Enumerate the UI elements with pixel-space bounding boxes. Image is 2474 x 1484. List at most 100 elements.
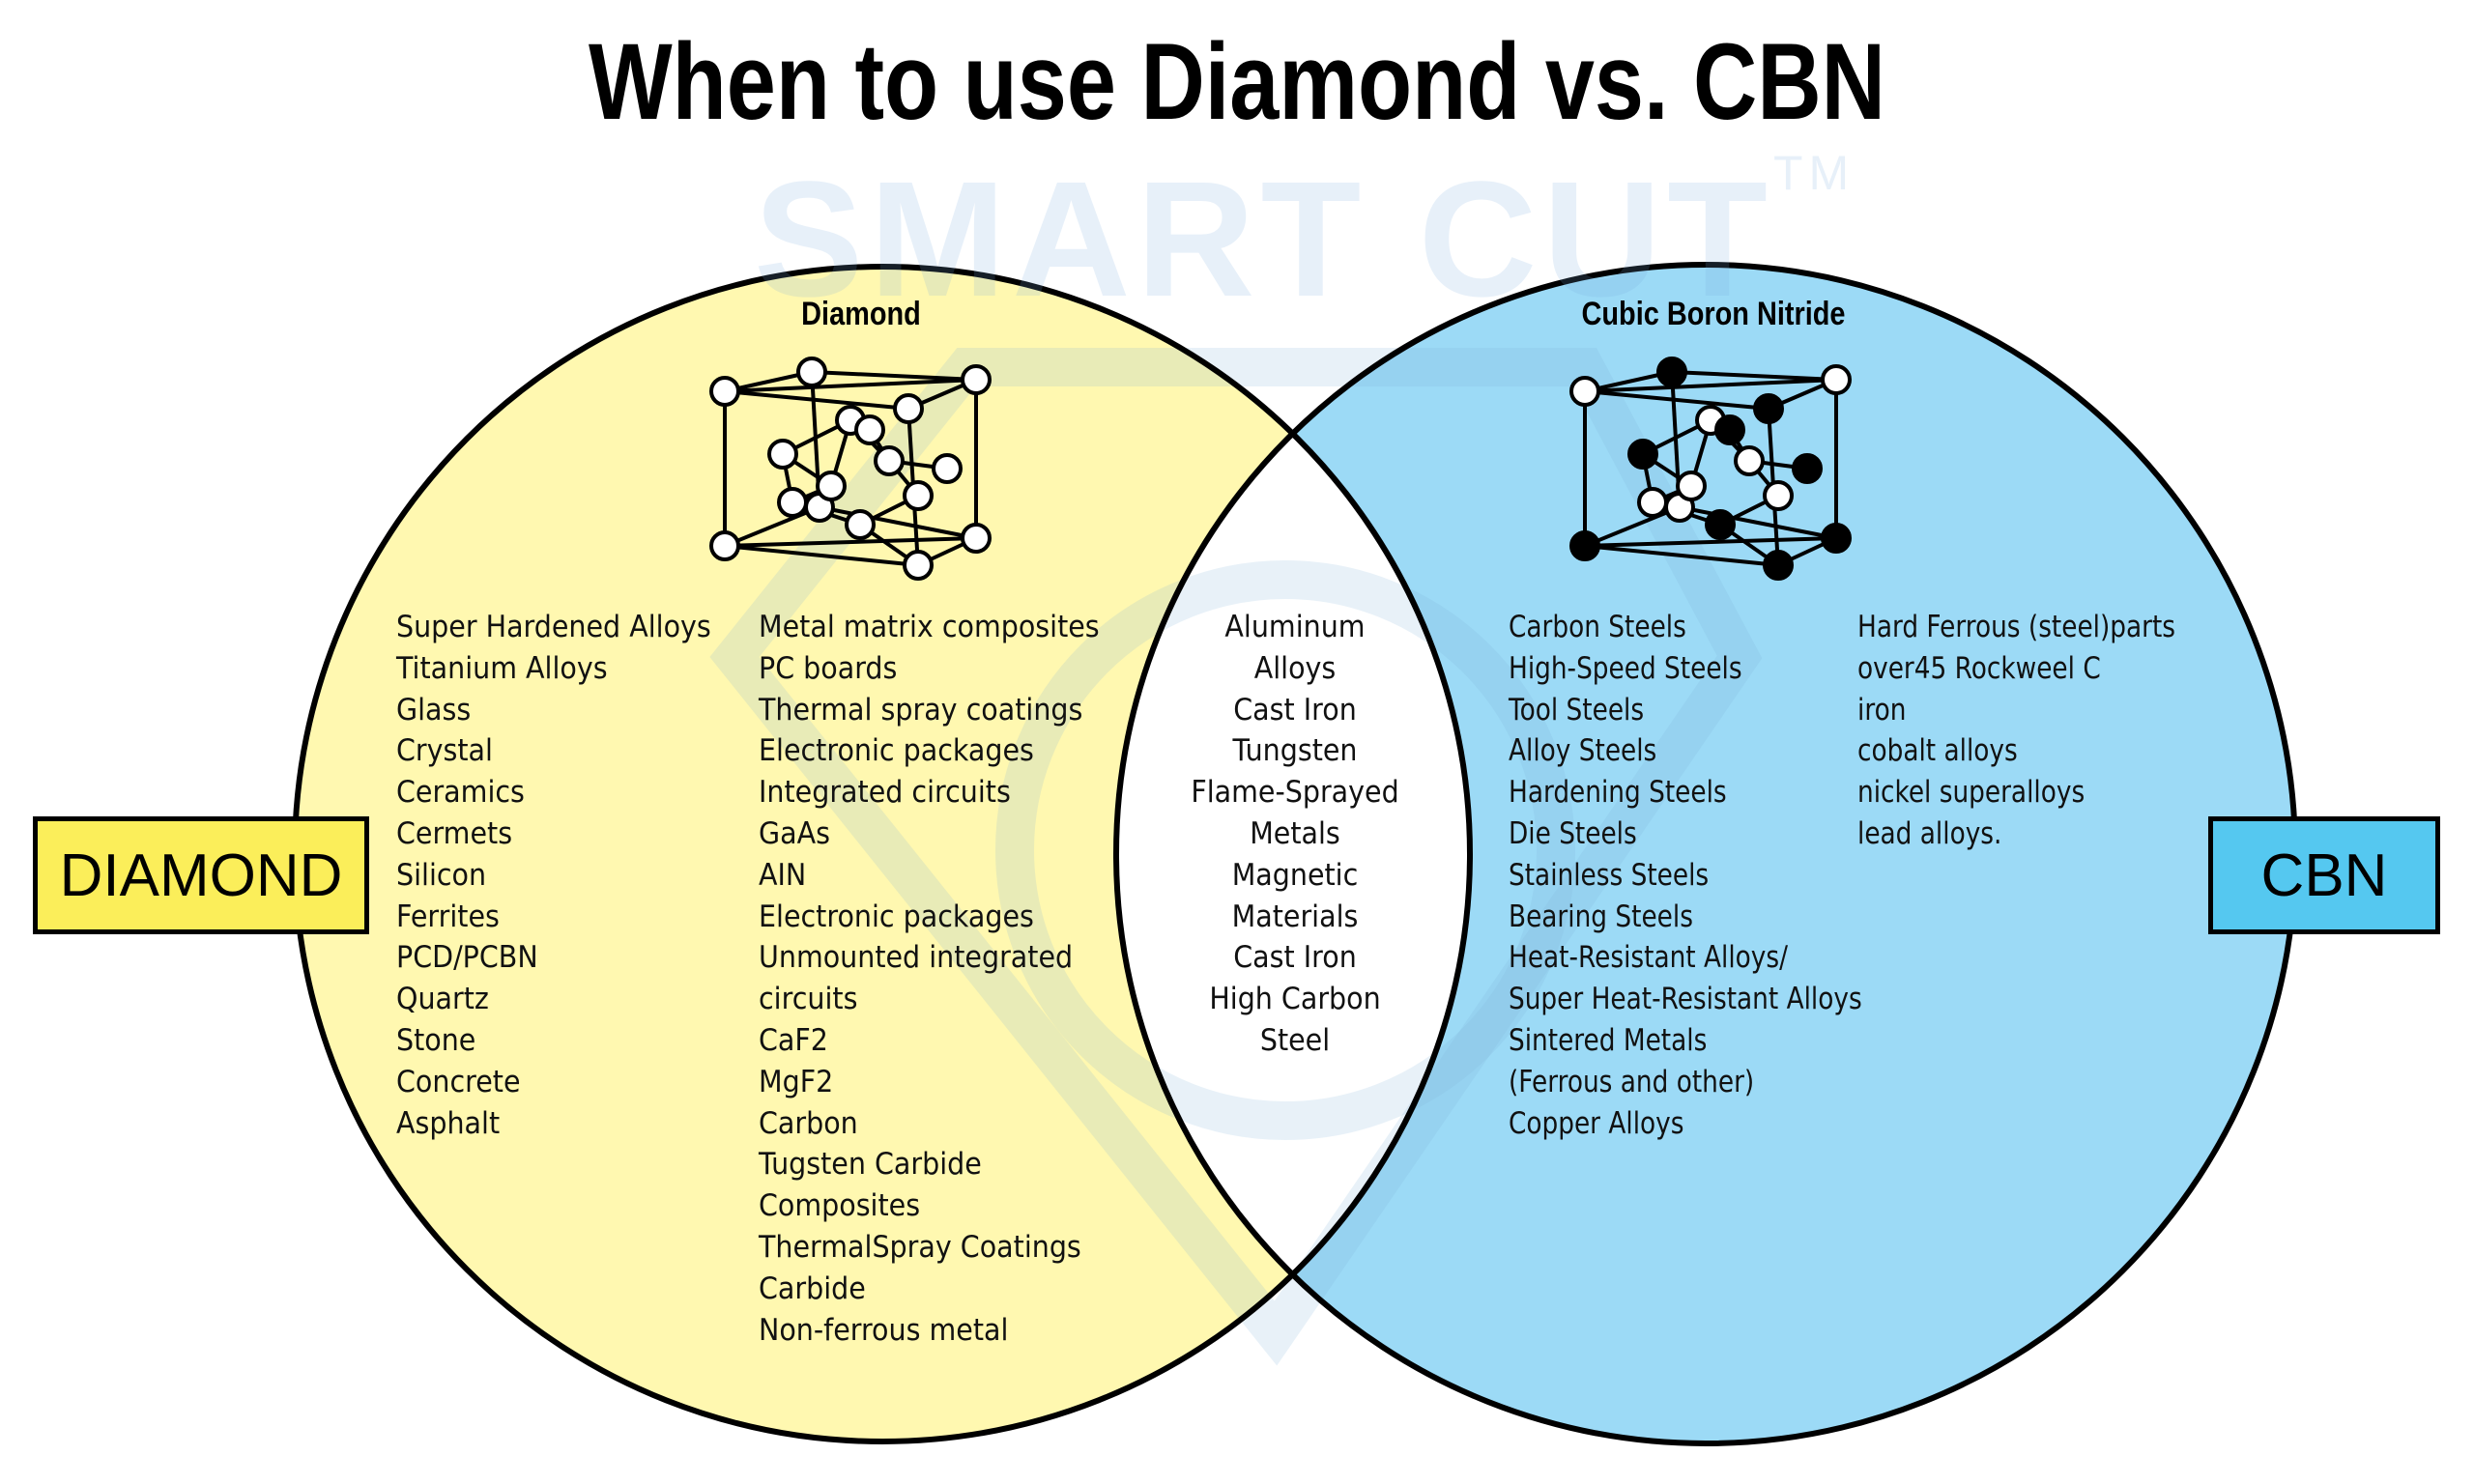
list-item: Alloy Steels: [1509, 733, 1657, 769]
list-item: iron: [1857, 692, 1907, 728]
diamond-circle: [295, 267, 1470, 1441]
list-item: Tugsten Carbide: [759, 1147, 982, 1183]
list-item: Bearing Steels: [1509, 899, 1693, 934]
watermark: SMART CUTTM: [754, 146, 1856, 331]
atom-icon: [874, 445, 905, 476]
list-item: Stone: [396, 1022, 476, 1058]
list-item: lead alloys.: [1857, 815, 2002, 851]
atom-icon: [893, 393, 924, 424]
list-item: GaAs: [759, 815, 830, 851]
cbn-circle: [1116, 265, 2295, 1443]
list-item: Unmounted integrated: [759, 940, 1074, 976]
atom-icon: [709, 376, 740, 407]
list-item: ThermalSpray Coatings: [759, 1229, 1081, 1265]
list-item: Metal matrix composites: [759, 610, 1100, 644]
list-item: MgF2: [759, 1064, 834, 1099]
list-item: Magnetic: [1231, 857, 1359, 893]
atom-icon: [1753, 393, 1784, 424]
list-item: Concrete: [396, 1064, 521, 1099]
list-item: Heat-Resistant Alloys/: [1509, 940, 1789, 976]
list-item: Super Hardened Alloys: [396, 610, 711, 644]
atom-icon: [1821, 364, 1852, 395]
list-item: Non-ferrous metal: [759, 1312, 1009, 1348]
diamond-heading: Diamond: [801, 296, 921, 332]
list-item: Alloys: [1253, 650, 1337, 686]
atom-icon: [903, 480, 934, 511]
list-item: Quartz: [396, 982, 489, 1017]
watermark-logo-shape: [709, 348, 1763, 1366]
list-item: PCD/PCBN: [396, 940, 538, 976]
list-item: over45 Rockweel C: [1857, 650, 2101, 686]
atom-icon: [845, 509, 876, 540]
atom-icon: [1763, 480, 1794, 511]
atom-icon: [816, 471, 847, 501]
atom-icon: [1763, 550, 1794, 581]
list-item: Hardening Steels: [1509, 775, 1727, 811]
diamond-label-box: DIAMOND: [33, 816, 369, 934]
list-item: Crystal: [396, 733, 493, 769]
atom-icon: [961, 523, 992, 554]
list-item: cobalt alloys: [1857, 733, 2018, 769]
list-item: Stainless Steels: [1509, 857, 1710, 893]
list-item: Copper Alloys: [1509, 1105, 1684, 1141]
list-item: PC boards: [759, 650, 898, 686]
list-item: nickel superalloys: [1857, 775, 2086, 811]
cbn-list-2: Hard Ferrous (steel)parts over45 Rockweel…: [1857, 607, 2231, 855]
both-list: Aluminum Alloys Cast Iron Tungsten Flame-Spr…: [1150, 607, 1440, 1062]
list-item: Die Steels: [1509, 815, 1637, 851]
list-item: Hard Ferrous (steel)parts: [1857, 610, 2176, 644]
atom-icon: [777, 487, 808, 518]
list-item: (Ferrous and other): [1509, 1064, 1755, 1099]
list-item: Cermets: [396, 815, 513, 851]
list-item: Titanium Alloys: [396, 650, 608, 686]
list-item: Flame-Sprayed: [1191, 775, 1399, 811]
list-item: AIN: [759, 857, 807, 893]
atom-icon: [709, 530, 740, 561]
list-item: Thermal spray coatings: [759, 692, 1083, 728]
list-item: circuits: [759, 982, 858, 1017]
atom-icon: [1627, 439, 1658, 470]
page-title: When to use Diamond vs. CBN: [588, 21, 1885, 142]
atom-icon: [1676, 471, 1707, 501]
list-item: Carbide: [759, 1270, 866, 1306]
list-item: Sintered Metals: [1509, 1022, 1708, 1058]
atom-icon: [1656, 357, 1687, 387]
list-item: Carbon Steels: [1509, 610, 1686, 644]
list-item: Metals: [1250, 815, 1340, 851]
list-item: Integrated circuits: [759, 775, 1011, 811]
atom-icon: [767, 439, 798, 470]
cbn-label-box: CBN: [2208, 816, 2440, 934]
list-item: High-Speed Steels: [1509, 650, 1742, 686]
atom-icon: [903, 550, 934, 581]
cbn-crystal-lattice-icon: [1569, 357, 1852, 581]
atom-icon: [1705, 509, 1736, 540]
atom-icon: [854, 414, 885, 445]
list-item: Glass: [396, 692, 472, 728]
atom-icon: [796, 357, 827, 387]
atom-icon: [1734, 445, 1765, 476]
list-item: Aluminum: [1224, 610, 1366, 644]
cbn-heading: Cubic Boron Nitride: [1581, 296, 1846, 332]
list-item: Super Heat-Resistant Alloys: [1509, 982, 1862, 1017]
list-item: CaF2: [759, 1022, 828, 1058]
diamond-list-1: Super Hardened Alloys Titanium Alloys Glas…: [396, 607, 738, 1144]
list-item: Ceramics: [396, 775, 525, 811]
atom-icon: [932, 453, 963, 484]
atom-icon: [1714, 414, 1745, 445]
list-item: Cast Iron: [1233, 940, 1357, 976]
atom-icon: [1792, 453, 1823, 484]
list-item: Cast Iron: [1233, 692, 1357, 728]
atom-icon: [1569, 530, 1600, 561]
atom-icon: [1569, 376, 1600, 407]
atom-icon: [1637, 487, 1668, 518]
list-item: Ferrites: [396, 899, 500, 934]
list-item: Materials: [1231, 899, 1359, 934]
list-item: Tool Steels: [1509, 692, 1645, 728]
diamond-list-2: Metal matrix composites PC boards Thermal …: [759, 607, 1129, 1351]
list-item: Electronic packages: [759, 733, 1034, 769]
list-item: Tungsten: [1232, 733, 1358, 769]
cbn-list-1: Carbon Steels High-Speed Steels Tool Steel…: [1509, 607, 1924, 1144]
list-item: Composites: [759, 1188, 921, 1224]
diamond-crystal-lattice-icon: [709, 357, 992, 581]
